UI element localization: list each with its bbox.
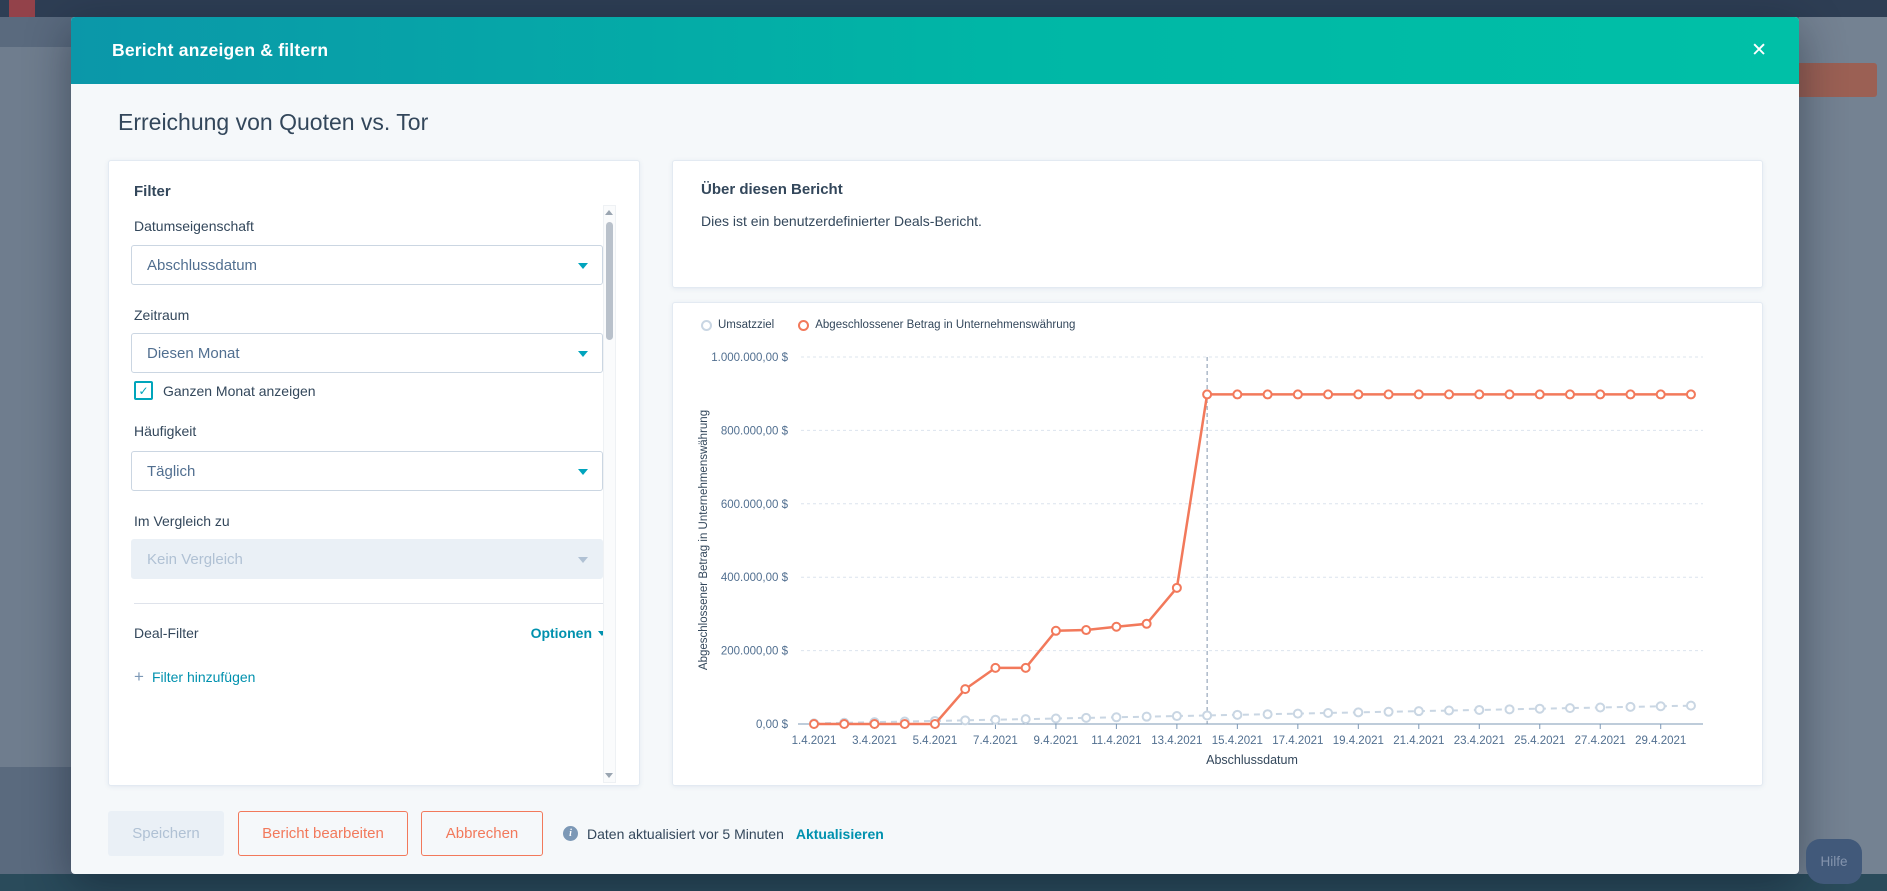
svg-text:600.000,00 $: 600.000,00 $ [721, 499, 789, 511]
report-filter-modal: Bericht anzeigen & filtern ✕ Erreichung … [71, 17, 1799, 874]
legend-item-abgeschlossener-betrag[interactable]: Abgeschlossener Betrag in Unternehmenswä… [798, 319, 1075, 331]
edit-report-button[interactable]: Bericht bearbeiten [238, 811, 408, 856]
line-chart: 0,00 $ 200.000,00 $ 400.000,00 $ 600.000,00… [698, 352, 1703, 767]
deal-filter-row: Deal-Filter Optionen [134, 625, 606, 641]
svg-text:9.4.2021: 9.4.2021 [1034, 735, 1079, 747]
range-select[interactable]: Diesen Monat [131, 333, 603, 373]
svg-text:0,00 $: 0,00 $ [756, 719, 789, 731]
chevron-down-icon [598, 630, 606, 636]
scroll-up-icon[interactable] [605, 210, 613, 215]
frequency-value: Täglich [147, 462, 196, 480]
svg-text:800.000,00 $: 800.000,00 $ [721, 425, 789, 437]
plus-icon: + [134, 667, 144, 686]
deal-filter-label: Deal-Filter [134, 625, 199, 641]
options-label: Optionen [530, 625, 592, 641]
background-primary-button [1799, 63, 1877, 97]
compare-select-disabled: Kein Vergleich [131, 539, 603, 579]
svg-text:400.000,00 $: 400.000,00 $ [721, 572, 789, 584]
frequency-label: Häufigkeit [134, 423, 197, 439]
svg-text:29.4.2021: 29.4.2021 [1635, 735, 1686, 747]
svg-text:23.4.2021: 23.4.2021 [1454, 735, 1505, 747]
about-panel: Über diesen Bericht Dies ist ein benutze… [672, 160, 1763, 288]
modal-title: Bericht anzeigen & filtern [112, 40, 329, 60]
full-month-checkbox-row[interactable]: ✓ Ganzen Monat anzeigen [134, 381, 316, 400]
filter-heading: Filter [134, 183, 171, 200]
svg-text:3.4.2021: 3.4.2021 [852, 735, 897, 747]
add-filter-label: Filter hinzufügen [151, 669, 256, 685]
chart-legend: Umsatzziel Abgeschlossener Betrag in Unt… [701, 319, 1075, 331]
legend-label: Abgeschlossener Betrag in Unternehmenswä… [815, 319, 1076, 331]
svg-text:7.4.2021: 7.4.2021 [973, 735, 1018, 747]
full-month-label: Ganzen Monat anzeigen [163, 382, 316, 399]
svg-text:19.4.2021: 19.4.2021 [1333, 735, 1384, 747]
app-logo [9, 0, 35, 17]
background-footer-bar [0, 874, 1887, 891]
scroll-down-icon[interactable] [605, 773, 613, 778]
scrollbar-thumb[interactable] [606, 222, 613, 340]
compare-value: Kein Vergleich [147, 550, 243, 568]
divider [134, 603, 606, 604]
frequency-select[interactable]: Täglich [131, 451, 603, 491]
svg-text:21.4.2021: 21.4.2021 [1393, 735, 1444, 747]
range-value: Diesen Monat [147, 344, 240, 362]
chevron-down-icon [578, 351, 588, 357]
chart-panel: Umsatzziel Abgeschlossener Betrag in Unt… [672, 302, 1763, 786]
svg-text:13.4.2021: 13.4.2021 [1151, 735, 1202, 747]
background-page-left [0, 47, 71, 767]
legend-label: Umsatzziel [718, 319, 775, 331]
svg-text:Abschlussdatum: Abschlussdatum [1206, 753, 1298, 767]
cancel-button[interactable]: Abbrechen [421, 811, 543, 856]
checkbox-checked-icon[interactable]: ✓ [134, 381, 153, 400]
date-property-value: Abschlussdatum [147, 256, 258, 274]
compare-label: Im Vergleich zu [134, 513, 230, 529]
data-status: i Daten aktualisiert vor 5 Minuten Aktua… [563, 811, 884, 856]
svg-text:27.4.2021: 27.4.2021 [1575, 735, 1626, 747]
date-property-label: Datumseigenschaft [134, 218, 254, 234]
filter-panel: Filter Datumseigenschaft Abschlussdatum … [108, 160, 640, 786]
svg-text:200.000,00 $: 200.000,00 $ [721, 646, 789, 658]
svg-text:25.4.2021: 25.4.2021 [1514, 735, 1565, 747]
chevron-down-icon [578, 263, 588, 269]
background-page-right [1799, 17, 1887, 874]
svg-text:1.4.2021: 1.4.2021 [792, 735, 837, 747]
about-description: Dies ist ein benutzerdefinierter Deals-B… [701, 213, 982, 229]
svg-text:1.000.000,00 $: 1.000.000,00 $ [711, 352, 788, 364]
series-marker-icon [798, 319, 810, 331]
chevron-down-icon [578, 469, 588, 475]
range-label: Zeitraum [134, 307, 190, 323]
svg-text:15.4.2021: 15.4.2021 [1212, 735, 1263, 747]
info-icon: i [563, 826, 578, 841]
svg-text:17.4.2021: 17.4.2021 [1272, 735, 1323, 747]
status-text: Daten aktualisiert vor 5 Minuten [587, 825, 784, 842]
svg-text:Abgeschlossener Betrag in Unte: Abgeschlossener Betrag in Unternehmenswä… [698, 410, 710, 670]
filter-scrollbar[interactable] [603, 205, 616, 783]
background-navbar [0, 0, 1887, 17]
help-button[interactable]: Hilfe [1806, 839, 1862, 884]
chevron-down-icon [578, 557, 588, 563]
about-heading: Über diesen Bericht [701, 181, 843, 198]
series-marker-icon [701, 319, 712, 331]
help-label: Hilfe [1820, 854, 1848, 869]
refresh-link[interactable]: Aktualisieren [795, 825, 884, 842]
add-filter-link[interactable]: + Filter hinzufügen [134, 667, 256, 686]
svg-text:11.4.2021: 11.4.2021 [1091, 735, 1141, 747]
options-dropdown-link[interactable]: Optionen [531, 625, 606, 641]
page-title: Erreichung von Quoten vs. Tor [118, 109, 429, 135]
modal-header: Bericht anzeigen & filtern ✕ [71, 17, 1799, 84]
close-icon[interactable]: ✕ [1751, 40, 1767, 61]
date-property-select[interactable]: Abschlussdatum [131, 245, 603, 285]
legend-item-umsatzziel[interactable]: Umsatzziel [701, 319, 774, 331]
save-button[interactable]: Speichern [108, 811, 224, 856]
svg-text:5.4.2021: 5.4.2021 [913, 735, 958, 747]
